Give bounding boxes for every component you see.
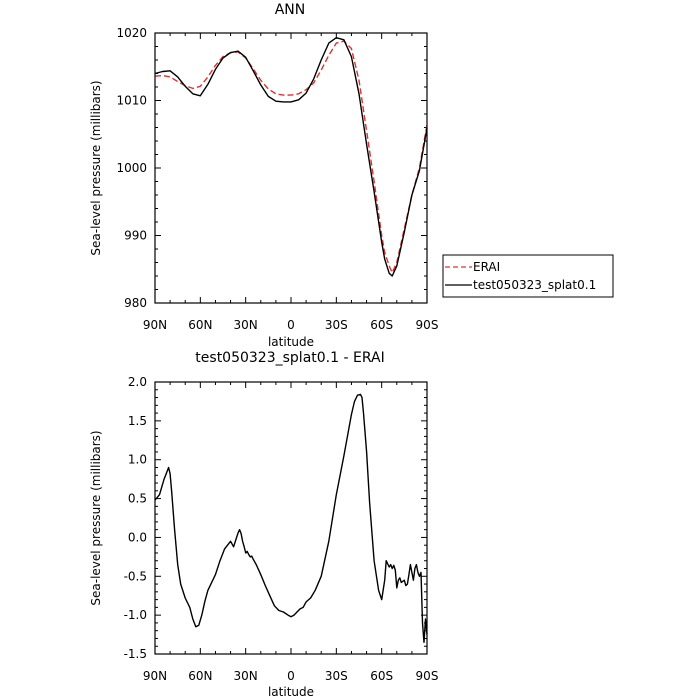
top-y-axis-label: Sea-level pressure (millibars) [89, 80, 103, 255]
top-x-axis-label: latitude [268, 335, 314, 349]
y-tick-label: -1.0 [124, 608, 147, 622]
x-tick-label: 0 [287, 669, 295, 683]
x-tick-label: 60S [370, 318, 393, 332]
y-tick-label: 0.5 [128, 492, 147, 506]
y-tick-label: 1010 [116, 94, 147, 108]
top-series [154, 37, 428, 277]
x-tick-label: 60N [188, 318, 212, 332]
x-tick-label: 90N [143, 669, 167, 683]
legend-box [442, 254, 614, 298]
series-line-p1-0 [154, 393, 428, 643]
y-tick-label: -1.5 [124, 647, 147, 661]
x-tick-label: 90S [416, 669, 439, 683]
bottom-series [154, 393, 428, 643]
series-line-erai [154, 40, 428, 274]
y-tick-label: 0.0 [128, 530, 147, 544]
top-ticks: 90N 60N 30N 0 30S 60S 90S 980 990 1000 1010 1020 [116, 26, 438, 332]
x-tick-label: 60S [370, 669, 393, 683]
y-tick-label: 1.0 [128, 453, 147, 467]
panel-top: ANN 90N 60N 30N 0 30S 60S 90S 980 990 1000 1010 102… [89, 2, 614, 349]
y-tick-label: 1020 [116, 26, 147, 40]
y-tick-label: 2.0 [128, 375, 147, 389]
legend-label-test: test050323_splat0.1 [473, 278, 596, 292]
y-tick-label: 1.5 [128, 414, 147, 428]
top-chart-title: ANN [275, 2, 306, 18]
x-tick-label: 30N [234, 669, 258, 683]
x-tick-label: 30N [234, 318, 258, 332]
legend: ERAI test050323_splat0.1 [442, 254, 614, 298]
x-tick-label: 90N [143, 318, 167, 332]
x-tick-label: 30S [325, 318, 348, 332]
legend-label-erai: ERAI [473, 260, 500, 274]
bottom-chart-title: test050323_splat0.1 - ERAI [195, 350, 384, 366]
y-tick-label: 1000 [116, 161, 147, 175]
bottom-x-axis-label: latitude [268, 685, 314, 699]
y-tick-label: -0.5 [124, 569, 147, 583]
x-tick-label: 30S [325, 669, 348, 683]
y-tick-label: 990 [124, 229, 147, 243]
bottom-ticks: 90N 60N 30N 0 30S 60S 90S -1.5 -1.0 -0.5 0.0 0.5 1.0… [124, 375, 439, 683]
x-tick-label: 60N [188, 669, 212, 683]
series-line-test050323-splat0-1 [154, 37, 428, 277]
x-tick-label: 0 [287, 318, 295, 332]
y-tick-label: 980 [124, 296, 147, 310]
bottom-y-axis-label: Sea-level pressure (millibars) [89, 430, 103, 605]
bottom-plot-frame [154, 381, 428, 655]
top-plot-frame [154, 32, 428, 304]
x-tick-label: 90S [416, 318, 439, 332]
panel-bottom: test050323_splat0.1 - ERAI 90N 60N 30N 0 30S… [89, 350, 438, 699]
